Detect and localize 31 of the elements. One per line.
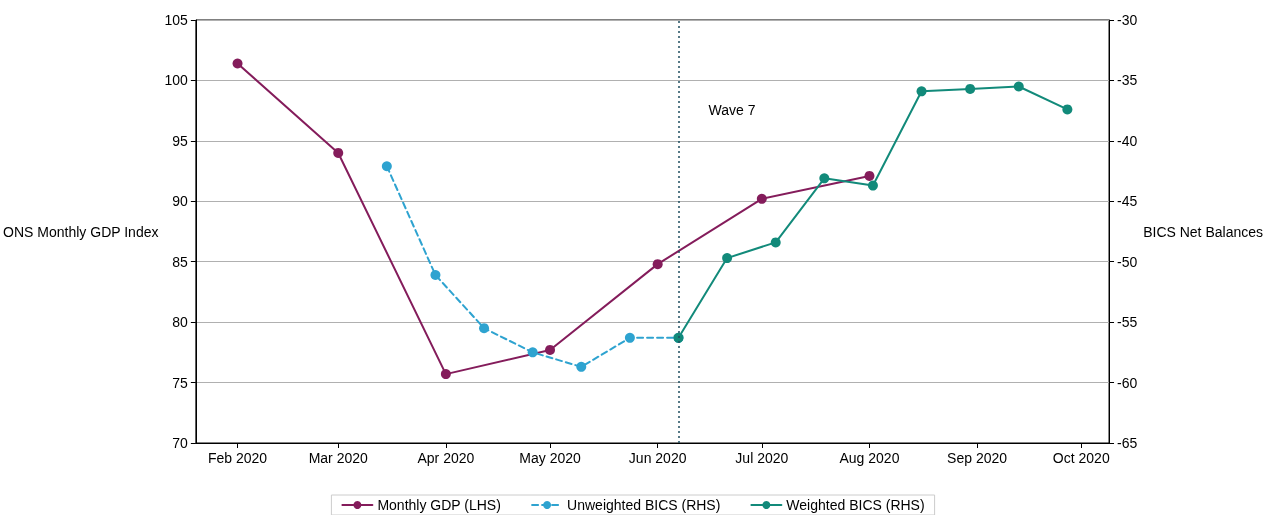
x-tick-label: Oct 2020 [1052, 450, 1110, 466]
x-tick-label: Jun 2020 [628, 450, 687, 466]
x-tick-label: May 2020 [519, 450, 581, 466]
y-tick-label: 70 [172, 435, 189, 451]
y-tick-label: 85 [172, 253, 189, 270]
y-tick-label: 100 [164, 72, 189, 89]
y2-tick-label: -45 [1117, 193, 1138, 210]
y2-tick-label: -55 [1117, 314, 1138, 331]
y2-tick-label: -30 [1117, 12, 1138, 28]
x-tick-label: Jul 2020 [735, 450, 789, 466]
x-tick-label: Sep 2020 [947, 450, 1008, 466]
legend-label: Weighted BICS (RHS) [786, 497, 925, 513]
legend-label: Monthly GDP (LHS) [377, 497, 501, 513]
y2-axis-title: BICS Net Balances [1143, 223, 1263, 240]
x-tick-label: Mar 2020 [308, 450, 369, 466]
y-axis-title: ONS Monthly GDP Index [3, 223, 159, 240]
y-tick-label: 95 [172, 132, 189, 149]
y-tick-label: 105 [164, 12, 189, 28]
y2-tick-label: -50 [1117, 253, 1138, 270]
x-tick-label: Aug 2020 [839, 450, 900, 466]
y2-tick-label: -40 [1117, 132, 1138, 149]
x-tick-label: Feb 2020 [207, 450, 268, 466]
y2-tick-label: -65 [1117, 435, 1138, 451]
y2-tick-label: -60 [1117, 374, 1138, 391]
legend-label: Unweighted BICS (RHS) [567, 497, 721, 513]
ref-line-label: Wave 7 [708, 102, 756, 118]
y2-tick-label: -35 [1117, 72, 1138, 89]
y-tick-label: 75 [172, 374, 189, 391]
y-tick-label: 80 [172, 314, 189, 331]
x-tick-label: Apr 2020 [417, 450, 475, 466]
y-tick-label: 90 [172, 193, 189, 210]
